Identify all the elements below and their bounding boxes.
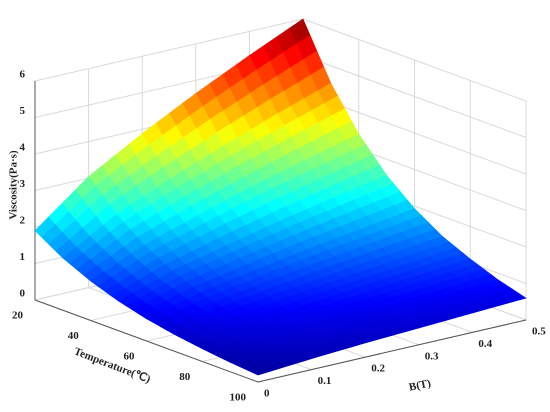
x-tick-label: 20 xyxy=(12,310,24,322)
surface-patch xyxy=(250,367,273,376)
z-tick-label: 2 xyxy=(20,215,26,227)
y-tick-label: 0.3 xyxy=(425,350,439,362)
x-tick-label: 40 xyxy=(68,330,80,342)
y-axis-title: B(T) xyxy=(408,377,432,393)
z-tick-label: 1 xyxy=(20,251,26,263)
z-tick-label: 0 xyxy=(20,288,26,300)
x-tick-label: 100 xyxy=(230,392,247,404)
z-tick-label: 6 xyxy=(20,69,26,81)
z-tick-label: 5 xyxy=(20,105,26,117)
grid-line xyxy=(34,18,304,82)
x-tick-label: 60 xyxy=(124,351,136,363)
x-tick-label: 80 xyxy=(179,371,191,383)
y-tick-label: 0 xyxy=(264,388,270,400)
x-axis-title: Temperature(℃) xyxy=(72,345,152,385)
labels: 0 1 2 3 4 5 6 20 40 60 80 100 0 0.1 0.2 0.3 0.4 0.5 xyxy=(12,69,546,404)
axis-line xyxy=(257,319,527,383)
surface xyxy=(34,18,527,376)
z-axis-title: Viscosity(Pa·s) xyxy=(8,150,20,220)
y-tick-label: 0.1 xyxy=(318,375,332,387)
y-tick-label: 0.4 xyxy=(478,338,492,350)
y-tick-label: 0.2 xyxy=(371,363,385,375)
z-tick-label: 4 xyxy=(20,142,26,154)
axis-line xyxy=(34,299,259,383)
z-tick-label: 3 xyxy=(20,178,26,190)
y-tick-label: 0.5 xyxy=(532,326,546,338)
